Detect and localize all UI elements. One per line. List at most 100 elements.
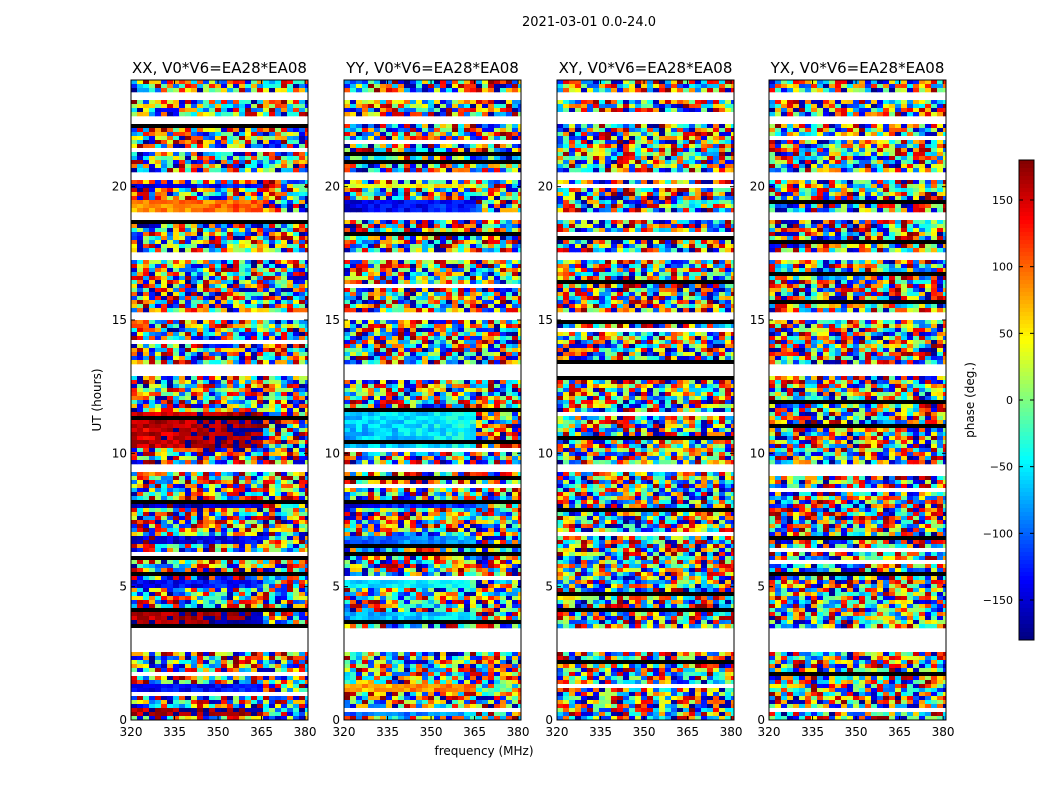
colorbar-segment <box>1019 460 1034 465</box>
colorbar-segment <box>1019 636 1034 641</box>
colorbar-segment <box>1019 404 1034 409</box>
colorbar-segment <box>1019 280 1034 285</box>
colorbar-tick-label: 100 <box>992 261 1013 274</box>
x-tick-label: 335 <box>801 725 824 739</box>
colorbar-segment <box>1019 356 1034 361</box>
x-tick-label: 365 <box>463 725 486 739</box>
y-tick-label: 10 <box>325 446 340 460</box>
panel-xy: XY, V0*V6=EA28*EA08 320 335 350 365 380 0 5 10 15… <box>538 59 743 739</box>
colorbar-segment <box>1019 616 1034 621</box>
y-tick-label: 20 <box>325 180 340 194</box>
colorbar-segment <box>1019 396 1034 401</box>
colorbar-segment <box>1019 340 1034 345</box>
colorbar-segment <box>1019 292 1034 297</box>
colorbar-segment <box>1019 240 1034 245</box>
colorbar-segment <box>1019 420 1034 425</box>
colorbar-segment <box>1019 588 1034 593</box>
y-axis-label: UT (hours) <box>90 368 104 431</box>
panel-title: YY, V0*V6=EA28*EA08 <box>345 59 519 77</box>
colorbar-tick-label: −100 <box>983 527 1013 540</box>
y-tick-label: 5 <box>332 580 340 594</box>
y-tick-label: 10 <box>750 446 765 460</box>
x-tick-label: 380 <box>507 725 530 739</box>
colorbar-segment <box>1019 496 1034 501</box>
colorbar-segment <box>1019 160 1034 165</box>
y-tick-label: 15 <box>750 313 765 327</box>
colorbar-segment <box>1019 372 1034 377</box>
y-tick-label: 15 <box>538 313 553 327</box>
colorbar-segment <box>1019 508 1034 513</box>
colorbar-segment <box>1019 516 1034 521</box>
colorbar-segment <box>1019 444 1034 449</box>
colorbar-segment <box>1019 512 1034 517</box>
colorbar-tick-label: 150 <box>992 194 1013 207</box>
colorbar-segment <box>1019 212 1034 217</box>
colorbar-segment <box>1019 272 1034 277</box>
colorbar-segment <box>1019 336 1034 341</box>
panels-layer: XX, V0*V6=EA28*EA08 320 335 350 365 380 0 5 10 15… <box>112 59 955 739</box>
colorbar-segment <box>1019 360 1034 365</box>
colorbar-segment <box>1019 472 1034 477</box>
y-tick-label: 0 <box>332 713 340 727</box>
figure-suptitle: 2021-03-01 0.0-24.0 <box>522 15 656 30</box>
phase-image <box>557 80 734 720</box>
x-tick-label: 335 <box>376 725 399 739</box>
colorbar-segment <box>1019 544 1034 549</box>
x-tick-label: 335 <box>589 725 612 739</box>
colorbar-segment <box>1019 536 1034 541</box>
colorbar-segment <box>1019 468 1034 473</box>
colorbar-segment <box>1019 620 1034 625</box>
colorbar-segment <box>1019 228 1034 233</box>
x-tick-label: 350 <box>845 725 868 739</box>
colorbar-segment <box>1019 608 1034 613</box>
colorbar-segment <box>1019 200 1034 205</box>
panel-frame <box>343 79 522 721</box>
panel-xx: XX, V0*V6=EA28*EA08 320 335 350 365 380 0 5 10 15… <box>112 59 317 739</box>
colorbar-segment <box>1019 184 1034 189</box>
phase-image <box>769 80 946 720</box>
colorbar-segment <box>1019 232 1034 237</box>
colorbar-segment <box>1019 344 1034 349</box>
colorbar-segment <box>1019 624 1034 629</box>
x-tick-label: 320 <box>120 725 143 739</box>
colorbar-segment <box>1019 424 1034 429</box>
colorbar-segment <box>1019 416 1034 421</box>
colorbar-segment <box>1019 484 1034 489</box>
colorbar-segment <box>1019 572 1034 577</box>
y-tick-label: 0 <box>757 713 765 727</box>
y-tick-label: 5 <box>545 580 553 594</box>
colorbar-segment <box>1019 252 1034 257</box>
y-tick-label: 10 <box>538 446 553 460</box>
colorbar-segment <box>1019 380 1034 385</box>
colorbar-segment <box>1019 480 1034 485</box>
x-tick-label: 350 <box>633 725 656 739</box>
x-tick-label: 380 <box>720 725 743 739</box>
panel-title: XX, V0*V6=EA28*EA08 <box>132 59 307 77</box>
colorbar-segment <box>1019 204 1034 209</box>
y-tick-label: 20 <box>538 180 553 194</box>
y-tick-label: 15 <box>112 313 127 327</box>
colorbar-segment <box>1019 224 1034 229</box>
colorbar-segment <box>1019 400 1034 405</box>
colorbar-segment <box>1019 524 1034 529</box>
colorbar-segment <box>1019 316 1034 321</box>
colorbar-segment <box>1019 220 1034 225</box>
panel-title: YX, V0*V6=EA28*EA08 <box>770 59 945 77</box>
colorbar-segment <box>1019 436 1034 441</box>
colorbar-segment <box>1019 296 1034 301</box>
panel-frame <box>556 79 735 721</box>
colorbar-segment <box>1019 176 1034 181</box>
panel-frame <box>768 79 947 721</box>
x-tick-label: 320 <box>758 725 781 739</box>
x-tick-label: 335 <box>163 725 186 739</box>
colorbar-segment <box>1019 284 1034 289</box>
colorbar-segment <box>1019 592 1034 597</box>
colorbar-segment <box>1019 600 1034 605</box>
colorbar-segment <box>1019 612 1034 617</box>
y-tick-label: 15 <box>325 313 340 327</box>
colorbar-segment <box>1019 268 1034 273</box>
colorbar-segment <box>1019 632 1034 637</box>
colorbar-segment <box>1019 384 1034 389</box>
colorbar-segment <box>1019 276 1034 281</box>
